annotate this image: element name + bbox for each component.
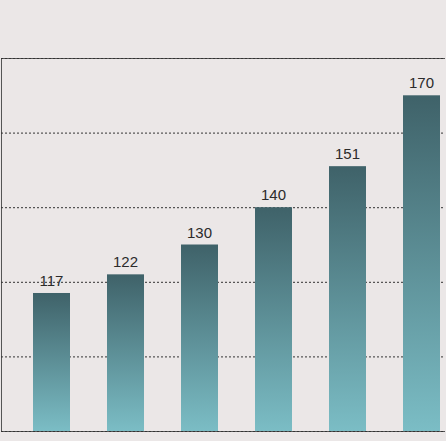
data-label: 117 [40, 272, 64, 289]
bar [107, 274, 144, 431]
bars [33, 95, 440, 431]
y-axis [1, 59, 445, 432]
bar [255, 207, 292, 431]
chart: 117 122 130 140 151 170 [0, 0, 446, 441]
axis-line [2, 59, 446, 432]
tick [1, 133, 445, 134]
data-label: 140 [261, 186, 286, 203]
data-label: 170 [409, 74, 434, 91]
grid-line [1, 207, 445, 208]
data-label: 151 [335, 145, 360, 162]
data-label: 122 [113, 253, 138, 270]
tick [1, 207, 445, 208]
bar [33, 293, 70, 431]
bar [403, 95, 440, 431]
grid-line [1, 133, 445, 134]
background [0, 0, 446, 441]
bar [181, 245, 218, 432]
tick [1, 58, 445, 59]
grid-line [1, 58, 445, 59]
grid-line [1, 431, 445, 432]
tick [1, 431, 445, 432]
tick [1, 282, 445, 283]
data-label: 130 [187, 224, 212, 241]
data-labels: 117 122 130 140 151 170 [40, 74, 434, 289]
bar [329, 166, 366, 431]
grid-line [1, 282, 445, 283]
